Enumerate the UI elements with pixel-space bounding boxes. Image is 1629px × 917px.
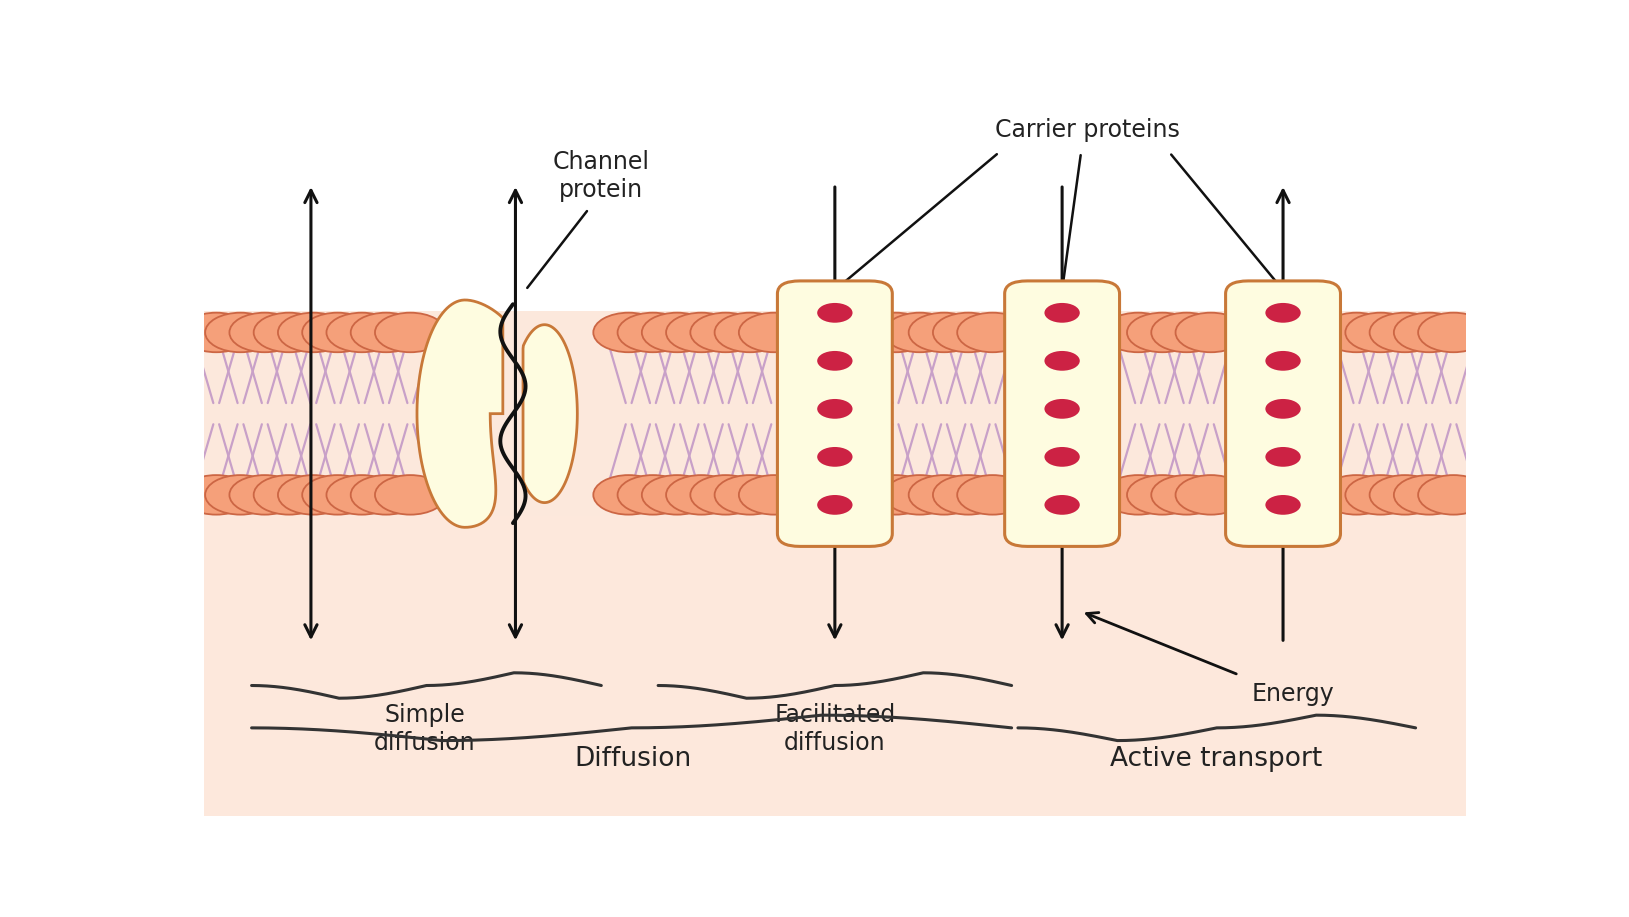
Circle shape (642, 475, 712, 514)
Text: Simple
diffusion: Simple diffusion (373, 703, 476, 755)
Circle shape (909, 475, 979, 514)
Circle shape (958, 313, 1028, 352)
Circle shape (1044, 303, 1080, 323)
Circle shape (1266, 399, 1300, 419)
Circle shape (1419, 475, 1489, 514)
Circle shape (958, 475, 1028, 514)
Text: Active transport: Active transport (1109, 746, 1323, 771)
Circle shape (1370, 475, 1440, 514)
Circle shape (1127, 313, 1197, 352)
Circle shape (181, 475, 251, 514)
Circle shape (1321, 475, 1391, 514)
Circle shape (593, 475, 665, 514)
Circle shape (254, 313, 324, 352)
Circle shape (909, 313, 979, 352)
Circle shape (1176, 313, 1246, 352)
Text: Facilitated
diffusion: Facilitated diffusion (774, 703, 896, 755)
Text: Energy: Energy (1251, 682, 1334, 706)
Circle shape (1346, 313, 1416, 352)
Circle shape (205, 313, 275, 352)
Circle shape (818, 447, 852, 467)
Circle shape (1044, 351, 1080, 370)
Text: Diffusion: Diffusion (575, 746, 691, 771)
Circle shape (375, 313, 446, 352)
Circle shape (326, 475, 397, 514)
Circle shape (933, 475, 1003, 514)
Circle shape (617, 313, 689, 352)
Circle shape (1266, 351, 1300, 370)
Circle shape (1152, 313, 1222, 352)
Circle shape (860, 475, 930, 514)
Circle shape (279, 313, 349, 352)
Circle shape (279, 475, 349, 514)
Circle shape (350, 313, 422, 352)
Circle shape (1044, 399, 1080, 419)
Circle shape (666, 475, 736, 514)
Polygon shape (417, 300, 503, 527)
Circle shape (1044, 447, 1080, 467)
Circle shape (205, 475, 275, 514)
Circle shape (691, 313, 761, 352)
Circle shape (1321, 313, 1391, 352)
Circle shape (691, 475, 761, 514)
Circle shape (181, 313, 251, 352)
Bar (204, 516, 1466, 816)
Circle shape (1152, 475, 1222, 514)
Circle shape (1266, 303, 1300, 323)
Circle shape (860, 313, 930, 352)
Circle shape (1394, 313, 1464, 352)
Circle shape (303, 475, 373, 514)
Bar (204, 311, 1466, 516)
Polygon shape (523, 325, 577, 503)
Circle shape (818, 351, 852, 370)
Circle shape (642, 313, 712, 352)
Circle shape (1394, 475, 1464, 514)
Circle shape (715, 475, 785, 514)
Circle shape (740, 313, 810, 352)
Circle shape (818, 303, 852, 323)
Circle shape (1103, 475, 1173, 514)
Circle shape (1127, 475, 1197, 514)
Circle shape (350, 475, 422, 514)
Circle shape (230, 475, 300, 514)
Circle shape (375, 475, 446, 514)
Circle shape (303, 313, 373, 352)
Circle shape (666, 313, 736, 352)
Circle shape (254, 475, 324, 514)
Circle shape (326, 313, 397, 352)
FancyBboxPatch shape (777, 281, 893, 547)
Circle shape (715, 313, 785, 352)
Circle shape (1419, 313, 1489, 352)
Circle shape (1266, 495, 1300, 514)
Circle shape (1346, 475, 1416, 514)
Circle shape (818, 495, 852, 514)
Text: Channel
protein: Channel protein (552, 150, 650, 202)
Circle shape (1176, 475, 1246, 514)
Circle shape (1044, 495, 1080, 514)
Circle shape (593, 313, 665, 352)
FancyBboxPatch shape (1005, 281, 1119, 547)
Circle shape (617, 475, 689, 514)
Circle shape (818, 399, 852, 419)
Circle shape (1103, 313, 1173, 352)
FancyBboxPatch shape (1225, 281, 1341, 547)
Circle shape (933, 313, 1003, 352)
Circle shape (1370, 313, 1440, 352)
Circle shape (230, 313, 300, 352)
Circle shape (885, 313, 955, 352)
Circle shape (885, 475, 955, 514)
Text: Carrier proteins: Carrier proteins (995, 117, 1179, 142)
Circle shape (740, 475, 810, 514)
Circle shape (1266, 447, 1300, 467)
